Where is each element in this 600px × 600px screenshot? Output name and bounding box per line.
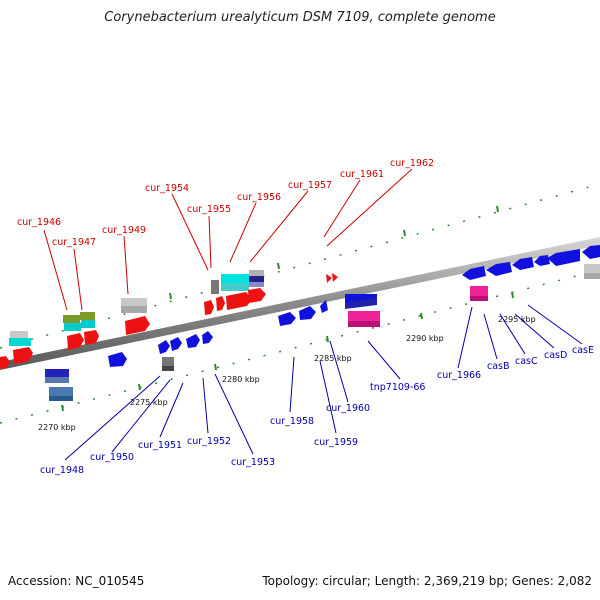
gene-feature[interactable] bbox=[320, 300, 328, 313]
gene-label[interactable]: cur_1952 bbox=[187, 436, 231, 447]
gene-label[interactable]: cur_1948 bbox=[40, 465, 84, 476]
gene-feature[interactable] bbox=[470, 296, 488, 301]
map-title: Corynebacterium urealyticum DSM 7109, co… bbox=[104, 10, 496, 25]
gene-label[interactable]: cur_1949 bbox=[102, 225, 146, 236]
gene-feature[interactable] bbox=[9, 338, 31, 346]
gene-feature[interactable] bbox=[249, 270, 264, 276]
gene-feature[interactable] bbox=[170, 337, 182, 351]
gene-feature[interactable] bbox=[186, 334, 200, 348]
gene-feature[interactable] bbox=[158, 340, 170, 354]
gene-label[interactable]: cur_1956 bbox=[237, 192, 281, 203]
gene-feature[interactable] bbox=[162, 357, 174, 366]
major-ticks bbox=[61, 205, 514, 412]
gene-feature[interactable] bbox=[10, 331, 28, 338]
forward-leader-lines bbox=[43, 168, 413, 311]
gene-feature[interactable] bbox=[348, 321, 380, 327]
gene-feature[interactable] bbox=[67, 333, 84, 350]
gene-feature[interactable] bbox=[582, 245, 600, 259]
gene-feature[interactable] bbox=[162, 366, 174, 371]
gene-feature[interactable] bbox=[512, 257, 534, 270]
gene-feature[interactable] bbox=[49, 387, 73, 396]
gene-label[interactable]: cur_1958 bbox=[270, 416, 314, 427]
gene-feature[interactable] bbox=[81, 320, 95, 328]
gene-label[interactable]: tnp7109-66 bbox=[370, 382, 425, 393]
reverse-strand-genes bbox=[45, 245, 600, 401]
gene-feature[interactable] bbox=[470, 286, 488, 296]
gene-feature[interactable] bbox=[0, 356, 10, 369]
genome-backbone bbox=[0, 237, 600, 370]
gene-feature[interactable] bbox=[49, 396, 73, 401]
gene-feature[interactable] bbox=[248, 288, 266, 303]
kbp-label: 2295 kbp bbox=[498, 315, 536, 324]
gene-feature[interactable] bbox=[299, 306, 316, 320]
gene-feature[interactable] bbox=[125, 316, 150, 335]
gene-feature[interactable] bbox=[534, 255, 550, 266]
gene-label[interactable]: cur_1950 bbox=[90, 452, 134, 463]
gene-label[interactable]: cur_1947 bbox=[52, 237, 96, 248]
gene-label[interactable]: cur_1961 bbox=[340, 169, 384, 180]
gene-label[interactable]: casE bbox=[572, 345, 594, 356]
gene-feature[interactable] bbox=[216, 296, 225, 311]
gene-feature[interactable] bbox=[45, 369, 69, 377]
reverse-gene-labels: cur_1948 cur_1950 cur_1951 cur_1952 cur_… bbox=[40, 345, 594, 476]
gene-feature[interactable] bbox=[326, 274, 332, 283]
kbp-scale: 2270 kbp 2275 kbp 2280 kbp 2285 kbp 2290… bbox=[38, 315, 536, 432]
gene-label[interactable]: cur_1959 bbox=[314, 437, 358, 448]
gene-feature[interactable] bbox=[348, 311, 380, 321]
gene-feature[interactable] bbox=[584, 264, 600, 273]
kbp-label: 2290 kbp bbox=[406, 334, 444, 343]
gene-feature[interactable] bbox=[278, 312, 296, 326]
gene-feature[interactable] bbox=[221, 283, 249, 291]
kbp-label: 2270 kbp bbox=[38, 423, 76, 432]
gene-feature[interactable] bbox=[486, 262, 512, 276]
reverse-leader-lines bbox=[64, 304, 583, 461]
accession-text: Accession: NC_010545 bbox=[8, 574, 145, 588]
gene-feature[interactable] bbox=[332, 273, 338, 282]
gene-label[interactable]: casB bbox=[487, 361, 510, 372]
gene-label[interactable]: casC bbox=[515, 356, 538, 367]
kbp-label: 2280 kbp bbox=[222, 375, 260, 384]
gene-label[interactable]: cur_1946 bbox=[17, 217, 61, 228]
gene-feature[interactable] bbox=[226, 292, 252, 310]
gene-feature[interactable] bbox=[108, 352, 127, 367]
genome-summary-text: Topology: circular; Length: 2,369,219 bp… bbox=[262, 574, 592, 588]
forward-gene-labels: cur_1946 cur_1947 cur_1949 cur_1954 cur_… bbox=[17, 158, 434, 248]
gene-feature[interactable] bbox=[211, 280, 219, 294]
gene-feature[interactable] bbox=[584, 273, 600, 279]
gene-feature[interactable] bbox=[121, 306, 147, 313]
forward-strand-genes bbox=[0, 270, 338, 369]
gene-feature[interactable] bbox=[345, 297, 377, 309]
gene-feature[interactable] bbox=[64, 323, 81, 331]
gene-feature[interactable] bbox=[63, 315, 80, 323]
gene-feature[interactable] bbox=[13, 347, 33, 364]
gene-label[interactable]: cur_1954 bbox=[145, 183, 189, 194]
gene-feature[interactable] bbox=[121, 298, 147, 306]
gene-label[interactable]: cur_1966 bbox=[437, 370, 481, 381]
gene-label[interactable]: cur_1955 bbox=[187, 204, 231, 215]
gene-feature[interactable] bbox=[221, 274, 249, 283]
gene-label[interactable]: cur_1960 bbox=[326, 403, 370, 414]
gene-feature[interactable] bbox=[202, 331, 213, 344]
gene-label[interactable]: cur_1953 bbox=[231, 457, 275, 468]
gene-feature[interactable] bbox=[249, 282, 264, 287]
gene-feature[interactable] bbox=[80, 312, 95, 320]
gene-feature[interactable] bbox=[249, 276, 264, 282]
gene-feature[interactable] bbox=[345, 294, 377, 303]
gene-label[interactable]: cur_1957 bbox=[288, 180, 332, 191]
kbp-label: 2275 kbp bbox=[130, 398, 168, 407]
gene-feature[interactable] bbox=[45, 377, 69, 383]
gene-label[interactable]: cur_1951 bbox=[138, 440, 182, 451]
gene-feature[interactable] bbox=[462, 266, 486, 280]
gene-label[interactable]: casD bbox=[544, 350, 567, 361]
kbp-label: 2285 kbp bbox=[314, 354, 352, 363]
gene-feature[interactable] bbox=[547, 249, 580, 266]
gene-feature[interactable] bbox=[204, 300, 214, 315]
gene-feature[interactable] bbox=[84, 330, 99, 345]
gene-label[interactable]: cur_1962 bbox=[390, 158, 434, 169]
